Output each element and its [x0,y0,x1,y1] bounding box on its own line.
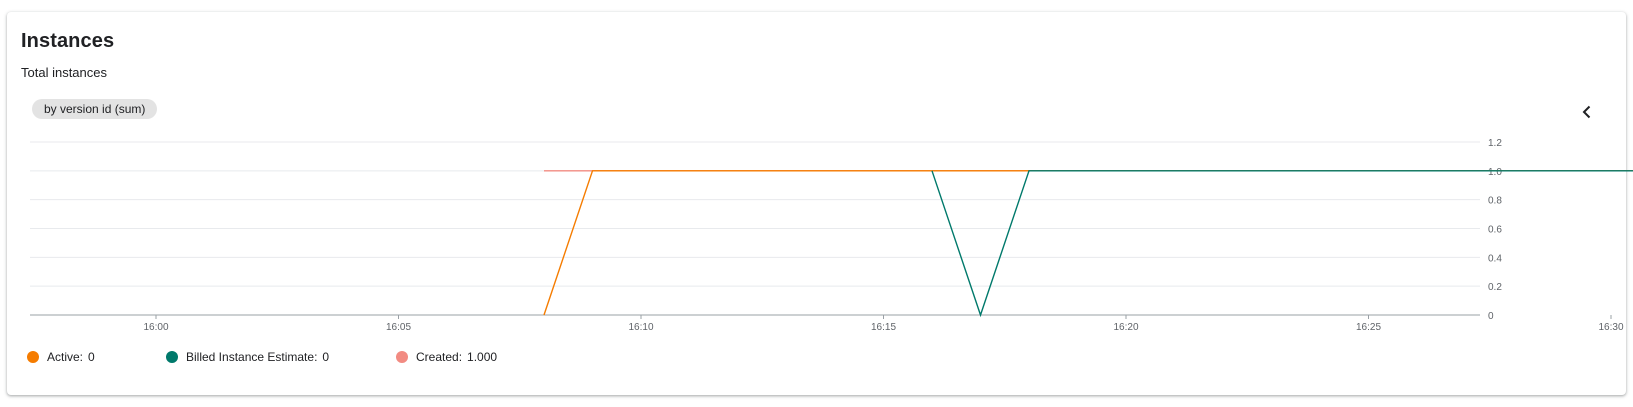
y-tick-label: 0.6 [1488,225,1502,236]
card-title: Instances [21,30,115,52]
y-tick-label: 0 [1488,311,1494,322]
x-tick-label: 16:15 [871,322,896,333]
legend-value-billed: 0 [322,350,330,364]
x-tick-label: 16:05 [386,322,411,333]
chevron-left-glyph [1582,105,1591,119]
x-tick-label: 16:10 [628,322,653,333]
legend-label-created: Created: [416,350,463,364]
x-tick-label: 16:30 [1598,322,1623,333]
legend-item-active[interactable]: Active: 0 [27,350,95,364]
legend-swatch-active [27,351,39,363]
y-tick-label: 1.2 [1488,138,1502,149]
legend-label-active: Active: [47,350,84,364]
legend-value-active: 0 [88,350,95,364]
legend-item-billed[interactable]: Billed Instance Estimate: 0 [166,350,329,364]
x-tick-label: 16:25 [1356,322,1381,333]
chevron-left-icon[interactable] [1575,100,1599,124]
y-tick-label: 1.0 [1488,167,1502,178]
y-tick-label: 0.2 [1488,282,1502,293]
y-tick-label: 0.8 [1488,196,1502,207]
instances-card: Instances Total instances by version id … [7,12,1626,395]
legend-label-billed: Billed Instance Estimate: [186,350,318,364]
x-tick-label: 16:00 [143,322,168,333]
y-tick-label: 0.4 [1488,253,1502,264]
chart-subtitle: Total instances [21,65,107,80]
group-by-chip[interactable]: by version id (sum) [32,99,158,119]
series-line-billed-instance-estimate [931,170,1633,318]
x-tick-label: 16:20 [1113,322,1138,333]
legend-value-created: 1.000 [467,350,498,364]
legend-swatch-billed [166,351,178,363]
legend-item-created[interactable]: Created: 1.000 [396,350,497,364]
series-line-active [543,170,1633,316]
legend-swatch-created [396,351,408,363]
